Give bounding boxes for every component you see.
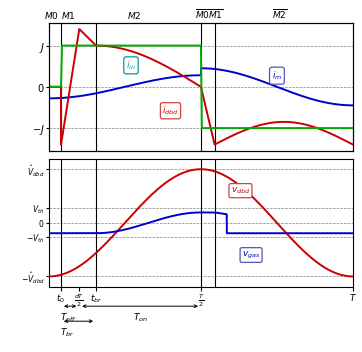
Text: $i_{dbd}$: $i_{dbd}$ <box>162 105 179 117</box>
Text: $v_{gas}$: $v_{gas}$ <box>242 250 260 260</box>
Text: $i_{m}$: $i_{m}$ <box>272 69 282 82</box>
Text: $v_{dbd}$: $v_{dbd}$ <box>231 186 250 196</box>
Text: $T_{br}$: $T_{br}$ <box>60 327 75 339</box>
Text: $T_{off}$: $T_{off}$ <box>60 312 77 324</box>
Text: $i_{in}$: $i_{in}$ <box>126 59 136 71</box>
Text: $T_{on}$: $T_{on}$ <box>132 312 148 324</box>
